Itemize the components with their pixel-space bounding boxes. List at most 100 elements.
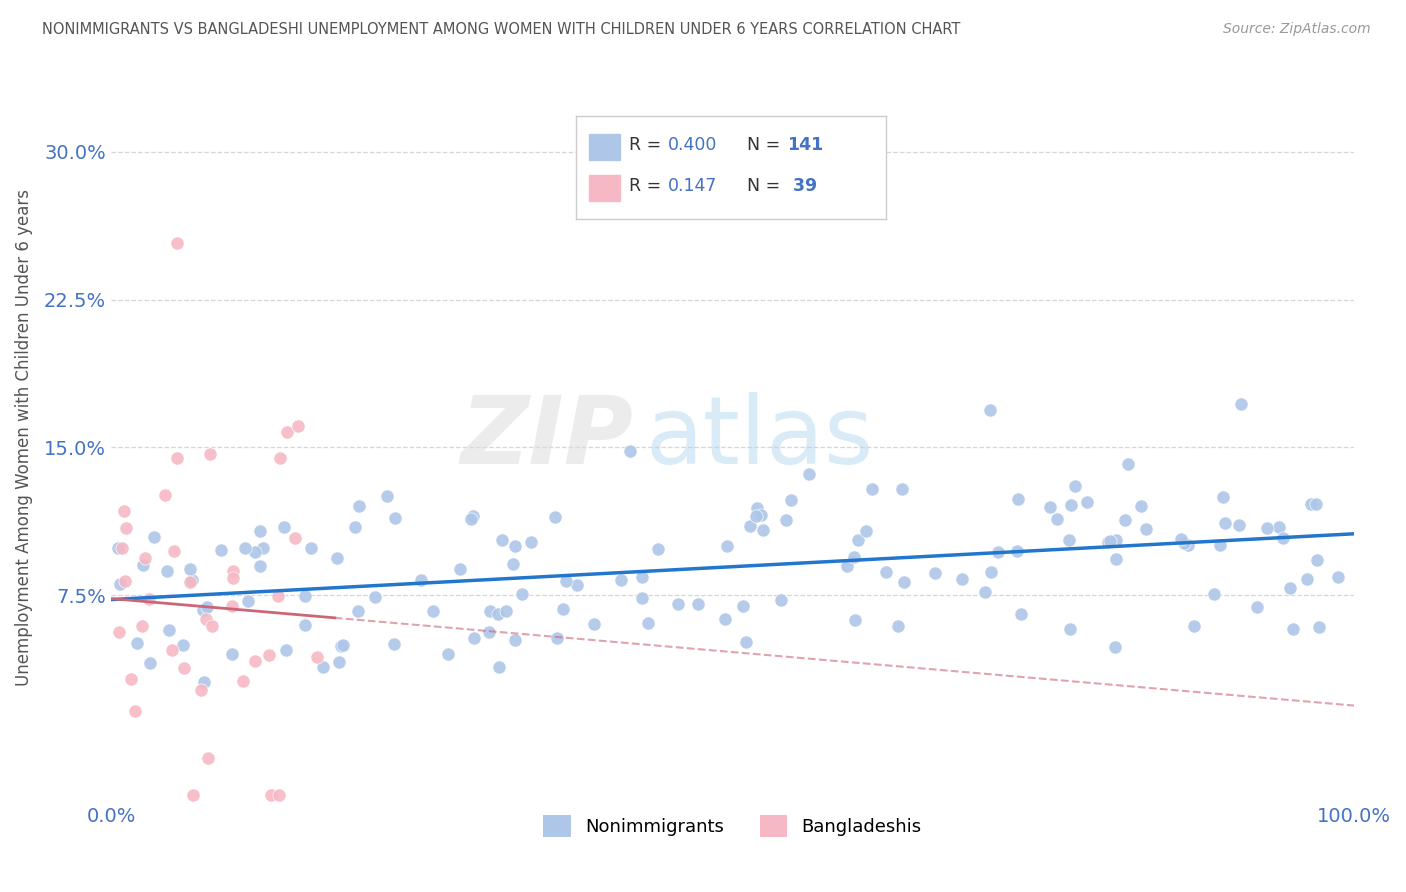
Point [924, 566, 946, 580]
Point [249, 558, 271, 573]
Point [1230, 397, 1253, 411]
Point [461, 508, 484, 523]
Point [844, 549, 866, 564]
Point [1301, 497, 1323, 511]
Point [326, 550, 349, 565]
Point [1039, 500, 1062, 514]
Point [157, 623, 180, 637]
Point [1005, 544, 1028, 558]
Point [1308, 620, 1330, 634]
Point [1326, 570, 1348, 584]
Text: R =: R = [628, 178, 672, 195]
Point [1256, 520, 1278, 534]
Point [166, 451, 188, 466]
Legend: Nonimmigrants, Bangladeshis: Nonimmigrants, Bangladeshis [536, 808, 929, 845]
Point [893, 574, 915, 589]
Point [749, 508, 772, 523]
Point [519, 535, 541, 549]
Point [269, 450, 291, 465]
Point [1281, 622, 1303, 636]
Point [125, 636, 148, 650]
Point [222, 564, 245, 578]
Point [153, 487, 176, 501]
Point [294, 618, 316, 632]
Point [666, 598, 689, 612]
Point [733, 599, 755, 614]
Point [249, 524, 271, 538]
Point [735, 635, 758, 649]
Point [779, 493, 801, 508]
Point [257, 648, 280, 663]
Point [409, 573, 432, 587]
Point [716, 539, 738, 553]
Y-axis label: Unemployment Among Women with Children Under 6 years: Unemployment Among Women with Children U… [15, 189, 32, 686]
Point [1097, 535, 1119, 549]
Point [875, 565, 897, 579]
Point [236, 594, 259, 608]
Point [631, 591, 654, 606]
Point [222, 571, 245, 585]
Point [752, 524, 775, 538]
Point [1272, 531, 1295, 545]
Point [422, 604, 444, 618]
Point [172, 638, 194, 652]
Point [179, 562, 201, 576]
Point [740, 518, 762, 533]
Point [1105, 551, 1128, 566]
Point [284, 531, 307, 545]
Point [1177, 538, 1199, 552]
Point [112, 504, 135, 518]
Point [312, 659, 335, 673]
Point [243, 545, 266, 559]
Point [1213, 516, 1236, 531]
Point [502, 558, 524, 572]
Text: N =: N = [747, 178, 786, 195]
Point [714, 611, 737, 625]
Point [846, 533, 869, 548]
Point [980, 565, 1002, 579]
Point [114, 574, 136, 588]
Point [488, 660, 510, 674]
FancyBboxPatch shape [589, 134, 620, 160]
Point [305, 650, 328, 665]
Point [637, 616, 659, 631]
Point [233, 541, 256, 555]
Point [1209, 538, 1232, 552]
FancyBboxPatch shape [589, 175, 620, 201]
Point [1104, 640, 1126, 654]
Point [107, 541, 129, 555]
Point [619, 444, 641, 458]
Point [797, 467, 820, 481]
Point [181, 573, 204, 587]
Point [179, 574, 201, 589]
Point [486, 607, 509, 621]
Point [1063, 479, 1085, 493]
Point [209, 543, 232, 558]
Point [181, 788, 204, 802]
Point [193, 675, 215, 690]
Point [495, 604, 517, 618]
Point [1268, 520, 1291, 534]
Point [1182, 619, 1205, 633]
Point [747, 501, 769, 516]
Point [139, 820, 162, 834]
Point [1227, 518, 1250, 533]
Point [139, 657, 162, 671]
Point [287, 419, 309, 434]
Point [979, 402, 1001, 417]
Text: N =: N = [747, 136, 786, 154]
Point [1296, 573, 1319, 587]
Point [343, 519, 366, 533]
Point [1114, 513, 1136, 527]
Text: Source: ZipAtlas.com: Source: ZipAtlas.com [1223, 22, 1371, 37]
Point [194, 612, 217, 626]
Point [1076, 494, 1098, 508]
Text: NONIMMIGRANTS VS BANGLADESHI UNEMPLOYMENT AMONG WOMEN WITH CHILDREN UNDER 6 YEAR: NONIMMIGRANTS VS BANGLADESHI UNEMPLOYMEN… [42, 22, 960, 37]
Point [201, 619, 224, 633]
Point [332, 639, 354, 653]
Point [686, 597, 709, 611]
Point [115, 521, 138, 535]
Point [200, 448, 222, 462]
Point [491, 533, 513, 547]
Point [1059, 622, 1081, 636]
